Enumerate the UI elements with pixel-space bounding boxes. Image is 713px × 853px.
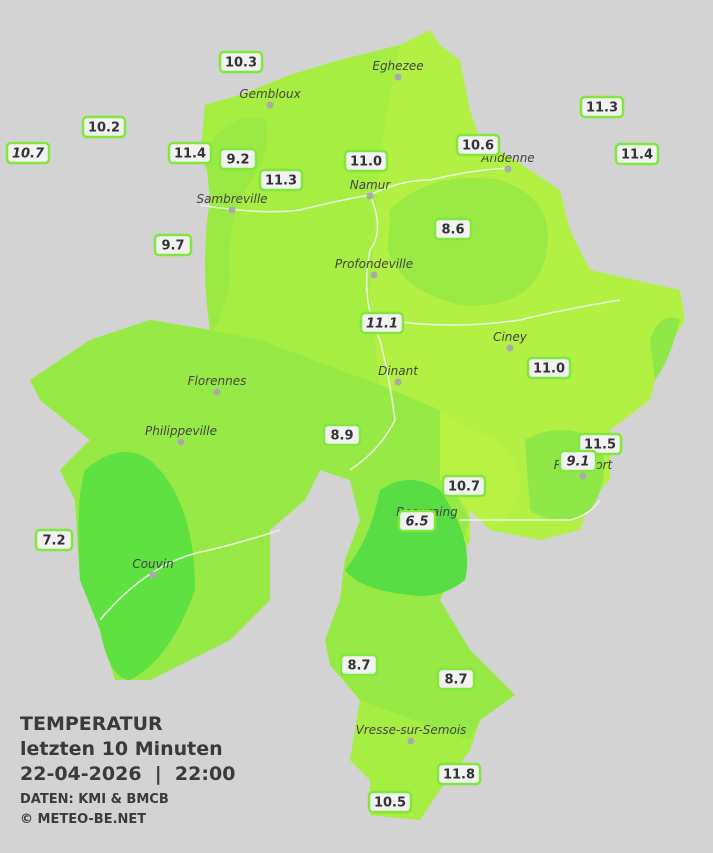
city-label: Sambreville <box>196 192 267 206</box>
station-value: 8.7 <box>347 659 370 674</box>
station-box <box>441 474 487 498</box>
station-value: 10.3 <box>225 56 257 71</box>
city-dot <box>213 388 221 396</box>
river <box>99 529 281 621</box>
station-value: 11.8 <box>443 768 475 783</box>
station-value: 11.4 <box>621 148 653 163</box>
city-label: Couvin <box>132 557 173 571</box>
station-box <box>218 147 258 171</box>
rivers <box>99 167 621 621</box>
station-box <box>153 233 193 257</box>
legend-datetime: 22-04-2026 | 22:00 <box>20 763 235 785</box>
city-label: Florennes <box>188 374 247 388</box>
station-box <box>81 115 127 139</box>
station-value: 11.0 <box>350 155 382 170</box>
station-box <box>343 149 389 173</box>
river <box>384 299 621 326</box>
station-value: 7.2 <box>42 534 65 549</box>
city-dot <box>394 73 402 81</box>
zone-cool <box>388 178 548 306</box>
legend: TEMPERATUR letzten 10 Minuten 22-04-2026… <box>20 713 235 827</box>
city-label: Eghezee <box>372 59 423 73</box>
station-box <box>455 133 501 157</box>
station-box <box>359 311 405 335</box>
city-dot <box>504 165 512 173</box>
legend-title: TEMPERATUR <box>20 713 163 735</box>
city-dot <box>366 192 374 200</box>
city-label: Ciney <box>493 330 528 344</box>
station-box <box>579 95 625 119</box>
zone-cold <box>78 452 195 680</box>
station-box <box>322 423 362 447</box>
station-value: 8.6 <box>441 223 464 238</box>
zone-cold <box>345 480 468 596</box>
station-value: 8.9 <box>330 429 353 444</box>
city-dot <box>149 571 157 579</box>
river <box>349 194 396 471</box>
city-label: Philippeville <box>145 424 217 438</box>
station-value: 10.7 <box>448 480 480 495</box>
station-value: 9.2 <box>226 153 249 168</box>
station-value: 11.4 <box>174 147 206 162</box>
station-value: 10.2 <box>88 121 120 136</box>
city-dot <box>177 438 185 446</box>
city-label: Gembloux <box>239 87 301 101</box>
station-value: 10.6 <box>462 139 494 154</box>
station-box <box>34 528 74 552</box>
city-dot <box>506 344 514 352</box>
station-value: 11.5 <box>584 438 616 453</box>
station-box <box>218 50 264 74</box>
station-value: 10.7 <box>12 147 45 162</box>
station-value: 6.5 <box>405 515 428 530</box>
station-box <box>167 141 213 165</box>
legend-source: DATEN: KMI & BMCB <box>20 792 169 807</box>
station-layer: 10.3 10.2 10.7 11.4 9.2 11.3 11.0 10.6 11.3 11.4 9… <box>5 50 660 814</box>
station-box <box>367 790 413 814</box>
station-box <box>5 141 51 165</box>
station-value: 11.3 <box>586 101 618 116</box>
station-box <box>526 356 572 380</box>
city-dot <box>579 472 587 480</box>
station-box <box>436 762 482 786</box>
city-label: Vresse-sur-Semois <box>356 723 467 737</box>
city-label: Namur <box>350 178 392 192</box>
station-box <box>558 449 598 473</box>
city-label: Dinant <box>378 364 419 378</box>
zone-cool <box>205 118 268 330</box>
station-value: 11.1 <box>366 317 398 332</box>
station-box <box>577 432 623 456</box>
legend-copyright: © METEO-BE.NET <box>20 812 146 827</box>
station-value: 9.7 <box>161 239 184 254</box>
station-box <box>614 142 660 166</box>
station-value: 11.0 <box>533 362 565 377</box>
station-value: 9.1 <box>566 455 589 470</box>
station-box <box>339 653 379 677</box>
city-dot <box>266 101 274 109</box>
station-value: 8.7 <box>444 673 467 688</box>
station-box <box>258 168 304 192</box>
zone-cool <box>650 317 680 380</box>
station-box <box>433 217 473 241</box>
river <box>460 499 601 521</box>
city-dot <box>228 206 236 214</box>
city-dot <box>407 737 415 745</box>
station-value: 10.5 <box>374 796 406 811</box>
station-box <box>397 509 437 533</box>
city-dot <box>394 378 402 386</box>
city-label: Profondeville <box>335 257 413 271</box>
legend-subtitle: letzten 10 Minuten <box>20 738 223 760</box>
city-dot <box>370 271 378 279</box>
station-box <box>436 667 476 691</box>
station-value: 11.3 <box>265 174 297 189</box>
